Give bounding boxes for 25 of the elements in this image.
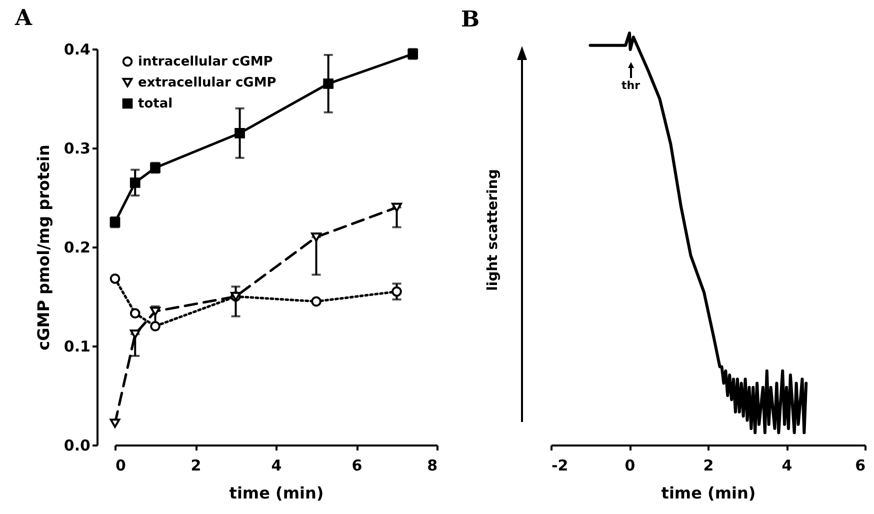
x-tick-label: 8 [427,456,438,474]
chart-title: B [461,6,480,32]
y-tick-label: 0.4 [64,40,90,58]
legend-label: total [138,96,173,112]
x-tick-label: 4 [782,456,792,474]
x-tick-label: -2 [552,456,568,474]
legend-label: extracellular cGMP [138,76,276,90]
x-tick-label: 6 [855,456,866,474]
x-tick-label: 0 [116,456,126,474]
y-axis-title: light scattering [484,169,501,291]
x-tick-label: 4 [271,456,282,474]
chart-title: A [14,5,33,31]
x-tick-label: 2 [190,456,202,474]
y-tick-label: 0.1 [64,338,90,356]
y-tick-label: 0.0 [64,436,90,454]
x-tick-label: 0 [624,456,636,474]
x-axis-title: time (min) [229,484,324,502]
x-tick-label: 2 [703,456,714,474]
annotation: thr [622,79,640,92]
legend-label: intracellular cGMP [138,54,273,70]
x-tick-label: 6 [352,456,362,474]
y-tick-label: 0.2 [64,238,90,256]
y-tick-label: 0.3 [64,140,90,158]
x-axis-title: time (min) [661,484,756,502]
y-axis-title: cGMP pmol/mg protein [34,144,53,350]
